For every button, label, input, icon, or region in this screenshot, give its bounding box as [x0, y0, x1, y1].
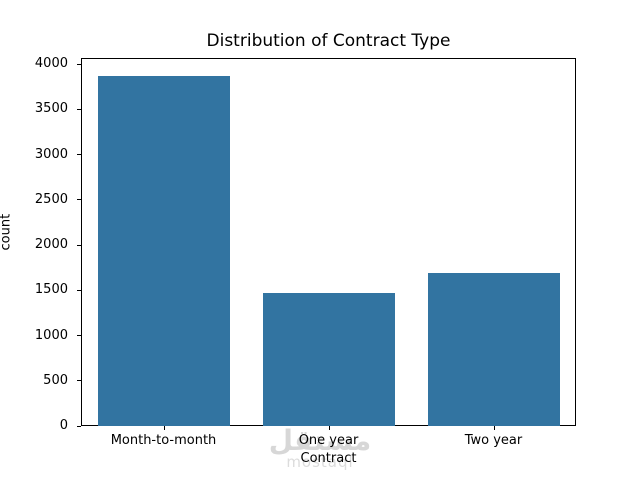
- x-tick-mark: [328, 426, 330, 430]
- x-tick-mark: [493, 426, 495, 430]
- y-tick-label-500: 500: [43, 372, 68, 388]
- y-tick-mark: [77, 335, 81, 337]
- y-tick-mark: [77, 108, 81, 110]
- y-tick-label-2500: 2500: [34, 191, 68, 207]
- y-tick-label-1000: 1000: [34, 327, 68, 343]
- y-tick-mark: [77, 199, 81, 201]
- y-tick-label-0: 0: [59, 418, 68, 433]
- y-tick-mark: [77, 425, 81, 427]
- bar-month-to-month: [97, 75, 230, 426]
- y-tick-mark: [77, 154, 81, 156]
- bar-two-year: [427, 272, 560, 426]
- y-tick-mark: [77, 380, 81, 382]
- x-tick-label-one-year: One year: [298, 433, 359, 448]
- bar-one-year: [262, 292, 395, 426]
- y-tick-label-1500: 1500: [34, 282, 68, 298]
- y-tick-label-3000: 3000: [34, 146, 68, 162]
- x-tick-label-two-year: Two year: [464, 433, 523, 448]
- y-tick-mark: [77, 289, 81, 291]
- x-tick-label-month-to-month: Month-to-month: [110, 433, 217, 448]
- chart-title: Distribution of Contract Type: [206, 31, 451, 51]
- y-tick-label-3500: 3500: [34, 101, 68, 117]
- x-axis-label: Contract: [300, 451, 357, 466]
- y-tick-mark: [77, 63, 81, 65]
- y-tick-mark: [77, 244, 81, 246]
- x-tick-mark: [163, 426, 165, 430]
- y-tick-label-2000: 2000: [34, 237, 68, 253]
- y-tick-label-4000: 4000: [34, 56, 68, 72]
